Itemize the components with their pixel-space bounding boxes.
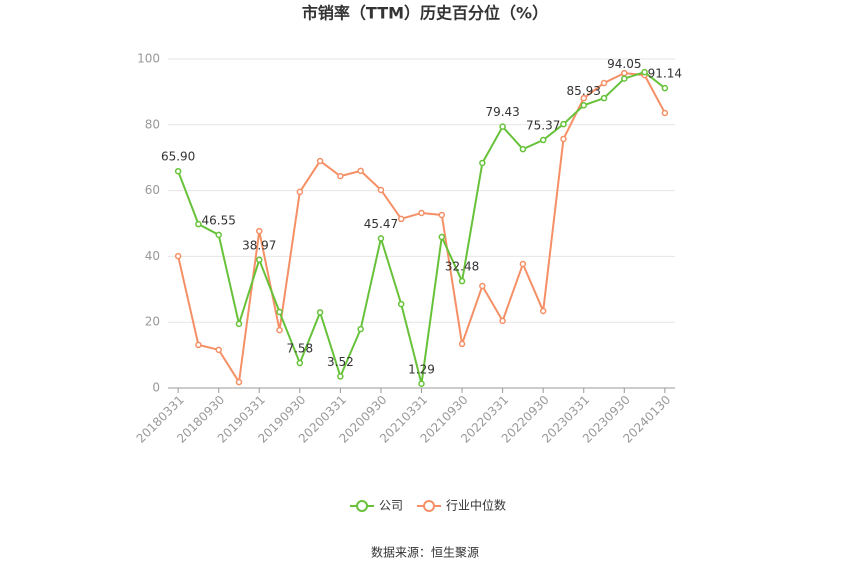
y-tick-label: 60: [145, 183, 160, 197]
data-point: [499, 123, 506, 130]
data-point: [539, 136, 547, 144]
data-label: 45.47: [364, 217, 398, 231]
y-tick-label: 0: [152, 381, 160, 395]
legend-item: 行业中位数: [417, 498, 506, 513]
data-label: 7.58: [286, 342, 313, 356]
data-label: 32.48: [445, 260, 479, 274]
data-point: [276, 326, 283, 334]
data-point: [195, 341, 202, 349]
data-point: [661, 84, 669, 92]
legend-marker: [423, 500, 436, 512]
data-point: [215, 346, 222, 354]
data-point: [499, 317, 506, 325]
data-point: [519, 145, 527, 153]
data-point: [580, 94, 587, 102]
data-point: [438, 233, 446, 241]
y-tick-label: 40: [145, 249, 160, 263]
data-point: [458, 340, 466, 348]
data-label: 75.37: [526, 119, 560, 133]
data-point: [276, 308, 283, 316]
source-note: 数据来源：恒生聚源: [371, 545, 479, 560]
data-point: [458, 277, 466, 285]
data-point: [418, 209, 425, 217]
data-point: [215, 231, 222, 239]
data-point: [174, 252, 182, 260]
data-point: [621, 75, 628, 82]
data-point: [256, 256, 263, 264]
data-label: 38.97: [242, 238, 276, 252]
data-label: 94.05: [607, 57, 641, 71]
data-point: [377, 235, 385, 242]
data-label: 91.14: [648, 67, 682, 81]
y-tick-label: 20: [145, 315, 160, 329]
data-point: [519, 260, 527, 268]
data-label: 79.43: [485, 105, 519, 119]
data-point: [337, 172, 344, 180]
data-point: [357, 325, 364, 333]
data-point: [316, 309, 324, 316]
legend-label: 公司: [379, 499, 403, 513]
data-point: [235, 378, 243, 386]
series-line: [177, 72, 666, 385]
data-point: [560, 135, 567, 143]
data-point: [580, 102, 587, 109]
legend-marker: [356, 500, 368, 512]
data-point: [296, 188, 304, 196]
data-point: [600, 79, 608, 87]
data-point: [377, 186, 385, 194]
data-label: 1.29: [408, 362, 435, 376]
data-point: [479, 159, 486, 167]
data-point: [600, 94, 608, 102]
y-tick-label: 100: [137, 52, 160, 66]
data-label: 3.52: [327, 355, 354, 369]
data-point: [316, 157, 324, 165]
data-point: [235, 320, 243, 328]
legend-item: 公司: [350, 499, 403, 513]
data-point: [418, 380, 425, 388]
data-point: [479, 282, 486, 290]
data-point: [560, 120, 567, 128]
data-label: 65.90: [161, 150, 195, 164]
data-point: [195, 220, 202, 228]
data-point: [621, 69, 628, 77]
data-point: [296, 359, 304, 367]
data-label: 85.93: [567, 84, 601, 98]
data-point: [256, 227, 263, 235]
data-point: [661, 109, 669, 117]
legend-label: 行业中位数: [446, 498, 506, 513]
chart-title: 市销率（TTM）历史百分位（%）: [302, 4, 548, 23]
data-point: [337, 373, 344, 380]
data-label: 46.55: [202, 213, 236, 227]
data-point: [641, 68, 648, 76]
series-line: [177, 71, 666, 385]
y-tick-label: 80: [145, 117, 160, 131]
data-point: [357, 167, 364, 175]
data-point: [397, 300, 405, 308]
data-point: [438, 211, 446, 219]
data-point: [174, 167, 182, 175]
data-point: [539, 307, 547, 315]
data-point: [397, 215, 405, 223]
